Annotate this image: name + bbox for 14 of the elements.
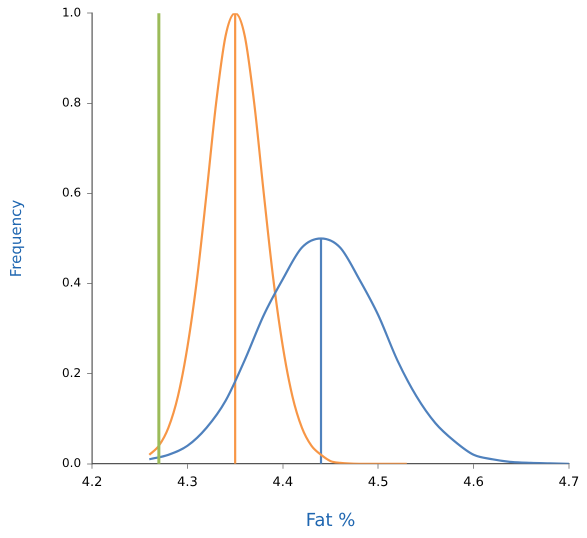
- y-axis-title: Frequency: [6, 200, 25, 278]
- y-tick-label: 0.0: [62, 456, 82, 470]
- x-tick-label: 4.3: [177, 474, 198, 490]
- y-tick-label: 0.2: [62, 366, 82, 380]
- y-tick-label: 0.6: [62, 186, 82, 200]
- y-tick-label: 0.8: [62, 95, 82, 110]
- x-tick-label: 4.5: [368, 474, 389, 490]
- y-tick-label: 1.0: [62, 5, 82, 20]
- x-tick-label: 4.7: [558, 474, 580, 490]
- x-axis-title: Fat %: [306, 510, 356, 531]
- x-tick-label: 4.6: [463, 474, 484, 490]
- x-tick-label: 4.2: [82, 474, 102, 490]
- y-tick-label: 0.4: [62, 276, 82, 290]
- x-tick-label: 4.4: [272, 474, 294, 490]
